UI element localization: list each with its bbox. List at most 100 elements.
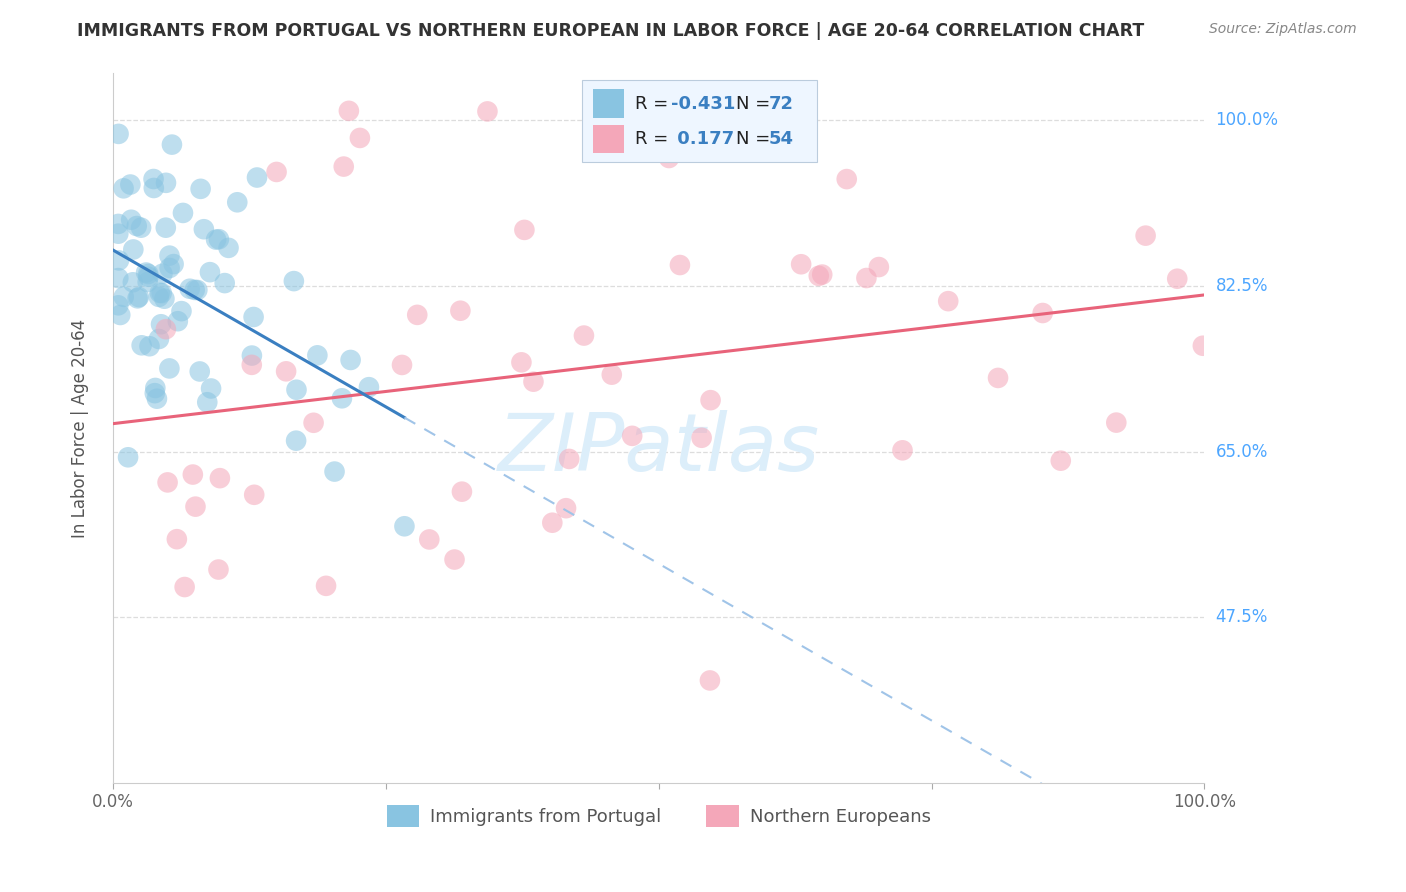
Point: [936, 294, 959, 309]
Point: [150, 286, 173, 301]
Text: N =: N =: [737, 130, 776, 148]
Point: [240, 349, 263, 363]
Point: [184, 500, 207, 514]
Point: [143, 381, 166, 395]
Text: 47.5%: 47.5%: [1216, 608, 1268, 626]
Point: [855, 271, 877, 285]
Point: [307, 348, 329, 362]
Point: [630, 144, 652, 158]
Point: [159, 260, 181, 275]
Point: [195, 395, 218, 409]
Point: [136, 275, 159, 289]
Point: [127, 291, 149, 305]
Point: [226, 195, 249, 210]
Point: [112, 290, 135, 304]
Point: [699, 673, 721, 688]
Text: 82.5%: 82.5%: [1216, 277, 1268, 295]
Point: [143, 386, 166, 401]
Point: [170, 304, 193, 318]
Point: [166, 314, 188, 328]
Point: [572, 328, 595, 343]
Point: [349, 131, 371, 145]
Point: [391, 358, 413, 372]
Point: [1135, 228, 1157, 243]
Point: [240, 358, 263, 372]
Point: [510, 355, 533, 369]
Point: [266, 165, 288, 179]
Point: [394, 519, 416, 533]
Point: [121, 275, 143, 289]
Point: [451, 484, 474, 499]
Point: [117, 450, 139, 465]
Text: 54: 54: [769, 130, 794, 148]
Point: [811, 268, 834, 282]
Point: [146, 392, 169, 406]
Text: R =: R =: [634, 95, 673, 112]
Point: [125, 219, 148, 233]
Point: [162, 257, 184, 271]
Point: [541, 516, 564, 530]
Point: [477, 104, 499, 119]
Point: [558, 452, 581, 467]
Point: [283, 274, 305, 288]
Point: [188, 364, 211, 378]
Point: [148, 290, 170, 304]
Bar: [593, 125, 624, 153]
Point: [323, 465, 346, 479]
Text: 0.177: 0.177: [671, 130, 734, 148]
Point: [108, 253, 131, 268]
Point: [208, 232, 231, 246]
Point: [868, 260, 890, 274]
Point: [690, 431, 713, 445]
Point: [138, 339, 160, 353]
Point: [160, 137, 183, 152]
Point: [658, 151, 681, 165]
Point: [193, 222, 215, 236]
Text: IMMIGRANTS FROM PORTUGAL VS NORTHERN EUROPEAN IN LABOR FORCE | AGE 20-64 CORRELA: IMMIGRANTS FROM PORTUGAL VS NORTHERN EUR…: [77, 22, 1144, 40]
FancyBboxPatch shape: [582, 80, 817, 161]
Point: [122, 243, 145, 257]
Point: [179, 282, 201, 296]
Bar: [593, 89, 624, 118]
Point: [155, 322, 177, 336]
Point: [891, 443, 914, 458]
Point: [153, 292, 176, 306]
Point: [157, 361, 180, 376]
Text: Source: ZipAtlas.com: Source: ZipAtlas.com: [1209, 22, 1357, 37]
Point: [835, 172, 858, 186]
Point: [285, 383, 308, 397]
Point: [513, 223, 536, 237]
Point: [148, 332, 170, 346]
Point: [987, 371, 1010, 385]
Point: [621, 429, 644, 443]
Point: [330, 392, 353, 406]
Point: [173, 580, 195, 594]
Point: [155, 176, 177, 190]
Point: [339, 353, 361, 368]
Point: [152, 267, 174, 281]
Point: [406, 308, 429, 322]
Point: [669, 258, 692, 272]
Point: [107, 217, 129, 231]
Point: [156, 475, 179, 490]
Point: [207, 562, 229, 576]
Point: [1192, 339, 1215, 353]
Point: [190, 182, 212, 196]
Point: [315, 579, 337, 593]
Point: [150, 318, 173, 332]
Point: [107, 271, 129, 285]
Y-axis label: In Labor Force | Age 20-64: In Labor Force | Age 20-64: [72, 318, 89, 538]
Legend: Immigrants from Portugal, Northern Europeans: Immigrants from Portugal, Northern Europ…: [380, 798, 938, 834]
Point: [186, 283, 208, 297]
Point: [337, 103, 360, 118]
Point: [357, 380, 380, 394]
Point: [555, 501, 578, 516]
Point: [214, 276, 236, 290]
Point: [1105, 416, 1128, 430]
Text: R =: R =: [634, 130, 673, 148]
Point: [522, 375, 544, 389]
Point: [302, 416, 325, 430]
Point: [183, 283, 205, 297]
Point: [1049, 453, 1071, 467]
Point: [120, 212, 142, 227]
